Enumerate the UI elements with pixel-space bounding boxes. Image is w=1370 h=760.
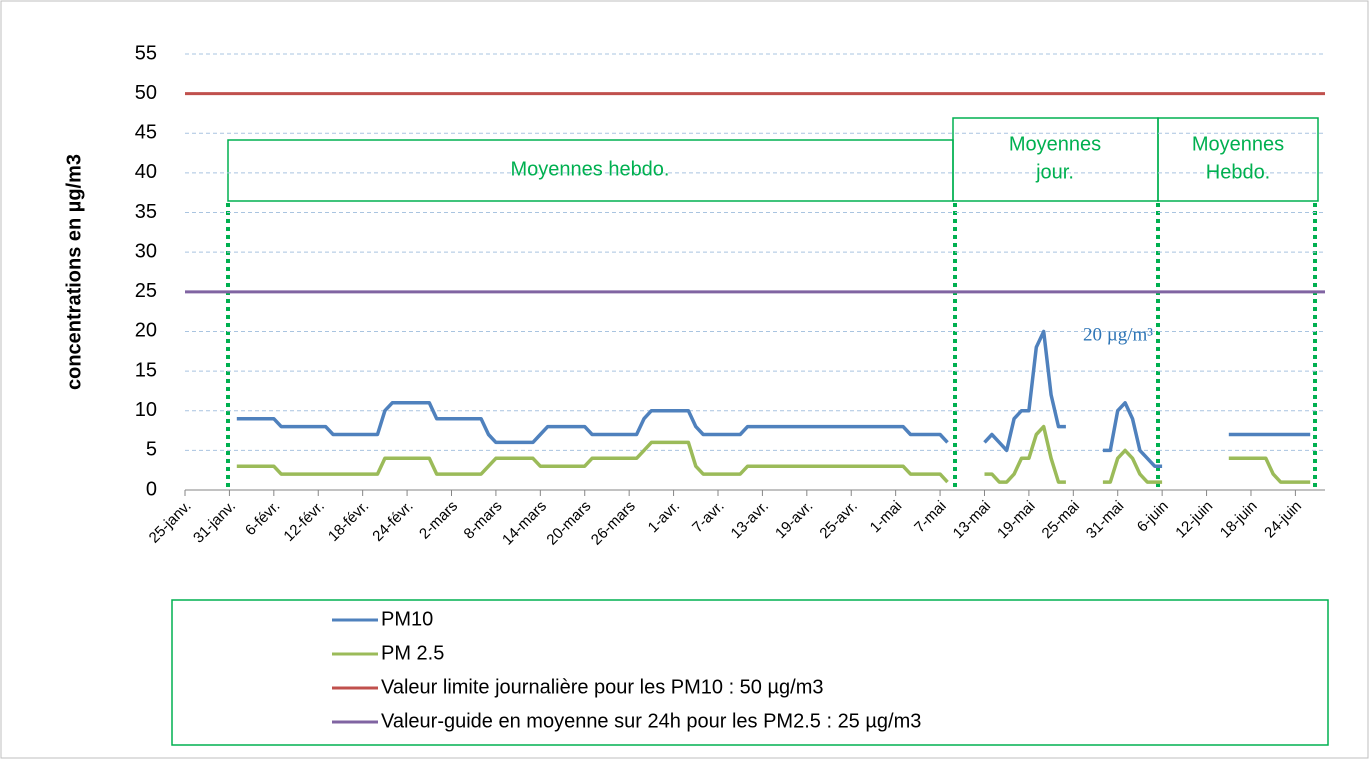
y-tick-label: 10 (135, 399, 157, 421)
y-tick-label: 15 (135, 359, 157, 381)
series-line (983, 329, 1066, 453)
y-tick-label: 20 (135, 320, 157, 342)
legend-label: Valeur-guide en moyenne sur 24h pour les… (381, 710, 921, 732)
annotation: Moyennes (1192, 133, 1284, 155)
y-axis-label: concentrations en µg/m3 (63, 154, 85, 390)
legend-box (171, 599, 1329, 746)
series-line (1102, 401, 1163, 468)
legend-label: PM 2.5 (381, 642, 444, 664)
series-line (1228, 456, 1311, 484)
box-weekly-2 (1157, 117, 1319, 202)
annotation: Moyennes (1009, 133, 1101, 155)
series-line (236, 401, 949, 445)
series-line (236, 440, 949, 484)
period-boxes (227, 117, 1319, 202)
y-tick-label: 25 (135, 280, 157, 302)
y-tick-label: 45 (135, 122, 157, 144)
y-tick-label: 50 (135, 82, 157, 104)
series-line (1102, 448, 1163, 484)
annotation: Hebdo. (1206, 161, 1271, 183)
y-tick-label: 40 (135, 161, 157, 183)
y-tick-label: 30 (135, 240, 157, 262)
series-line (984, 424, 1066, 484)
y-tick-label: 55 (135, 42, 157, 64)
legend-label: PM10 (381, 608, 433, 630)
annotation: 20 µg/m³ (1083, 324, 1153, 345)
y-tick-label: 0 (146, 478, 157, 500)
y-tick-label: 5 (146, 439, 157, 461)
annotation: jour. (1035, 161, 1074, 183)
annotation: Moyennes hebdo. (510, 158, 669, 180)
legend-label: Valeur limite journalière pour les PM10 … (381, 676, 823, 698)
y-tick-label: 35 (135, 201, 157, 223)
